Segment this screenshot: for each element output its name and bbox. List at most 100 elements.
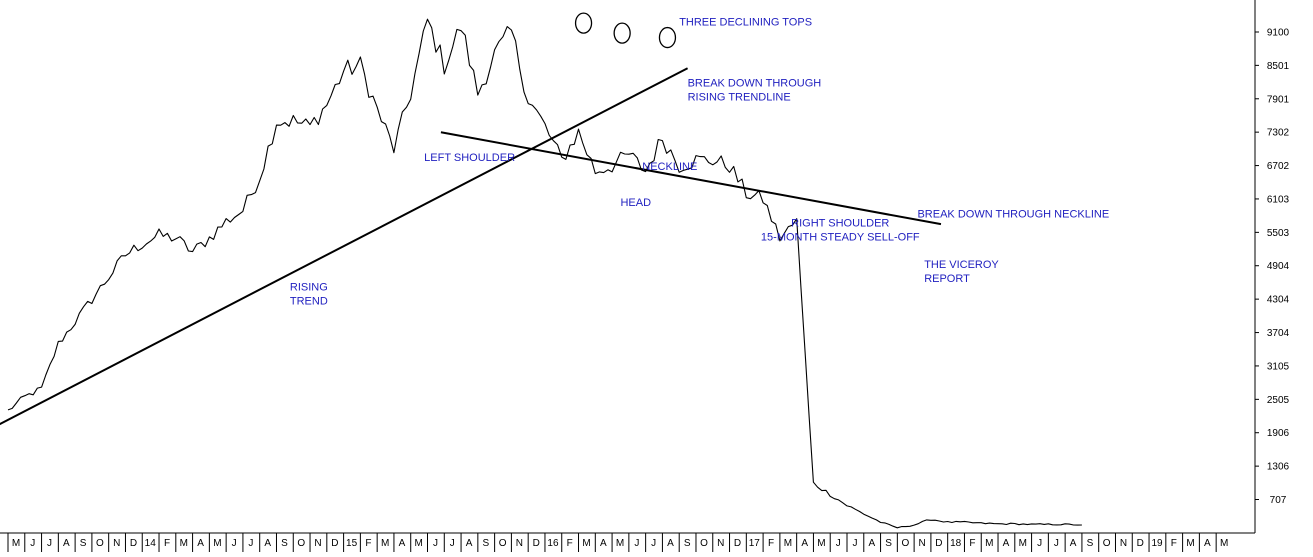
x-tick-label: D: [734, 538, 741, 549]
x-tick-label: N: [516, 538, 523, 549]
annotation-label: NECKLINE: [642, 161, 697, 173]
x-tick-label: N: [113, 538, 120, 549]
x-tick-label: A: [466, 538, 473, 549]
annotation-line: TREND: [290, 295, 328, 307]
x-tick-label: J: [634, 538, 639, 549]
x-tick-label: 16: [547, 538, 559, 549]
x-tick-label: J: [47, 538, 52, 549]
x-tick-label: S: [281, 538, 288, 549]
x-tick-label: F: [969, 538, 975, 549]
annotation-line: 15-MONTH STEADY SELL-OFF: [761, 231, 920, 243]
y-tick-label: 4904: [1267, 261, 1290, 272]
x-tick-label: A: [63, 538, 70, 549]
annotation-label: LEFT SHOULDER: [424, 152, 515, 164]
x-tick-label: D: [331, 538, 338, 549]
peak-circle: [658, 26, 677, 49]
x-tick-label: S: [885, 538, 892, 549]
x-tick-label: J: [651, 538, 656, 549]
x-tick-label: 15: [346, 538, 358, 549]
y-tick-label: 7901: [1267, 94, 1290, 105]
x-tick-label: F: [567, 538, 573, 549]
y-tick-label: 7302: [1267, 128, 1290, 139]
y-tick-label: 4304: [1267, 295, 1290, 306]
peak-circle: [574, 12, 593, 34]
x-tick-label: M: [1186, 538, 1194, 549]
annotation-line: HEAD: [620, 197, 651, 209]
annotation-line: BREAK DOWN THROUGH: [688, 78, 822, 90]
x-tick-label: M: [213, 538, 221, 549]
y-tick-label: 1306: [1267, 462, 1290, 473]
x-tick-label: O: [297, 538, 305, 549]
x-tick-label: O: [700, 538, 708, 549]
x-tick-label: F: [768, 538, 774, 549]
annotation-line: RISING: [290, 281, 328, 293]
annotation-line: RISING TRENDLINE: [688, 92, 791, 104]
x-tick-label: J: [30, 538, 35, 549]
annotation-label: THREE DECLINING TOPS: [679, 16, 812, 28]
x-tick-label: D: [935, 538, 942, 549]
y-tick-label: 1906: [1267, 428, 1290, 439]
x-tick-label: 17: [749, 538, 761, 549]
x-tick-label: D: [130, 538, 137, 549]
x-tick-label: A: [1070, 538, 1077, 549]
y-tick-label: 707: [1270, 495, 1287, 506]
x-tick-label: N: [314, 538, 321, 549]
x-tick-label: M: [817, 538, 825, 549]
x-tick-label: 18: [950, 538, 962, 549]
x-tick-label: A: [801, 538, 808, 549]
annotation-line: LEFT SHOULDER: [424, 152, 515, 164]
price-series-line: [7, 18, 1082, 529]
annotation-line: RIGHT SHOULDER: [791, 217, 889, 229]
x-tick-label: A: [868, 538, 875, 549]
x-tick-label: N: [717, 538, 724, 549]
neckline: [440, 131, 942, 226]
x-tick-label: O: [499, 538, 507, 549]
x-tick-label: F: [365, 538, 371, 549]
annotation-line: BREAK DOWN THROUGH NECKLINE: [917, 208, 1109, 220]
x-tick-label: O: [96, 538, 104, 549]
y-tick-label: 6103: [1267, 194, 1290, 205]
y-tick-label: 5503: [1267, 228, 1290, 239]
x-tick-label: F: [1171, 538, 1177, 549]
x-tick-label: N: [919, 538, 926, 549]
x-tick-label: J: [248, 538, 253, 549]
x-tick-label: A: [667, 538, 674, 549]
x-tick-label: J: [1054, 538, 1059, 549]
x-tick-label: M: [985, 538, 993, 549]
annotation-line: THREE DECLINING TOPS: [679, 16, 812, 28]
annotation-line: REPORT: [924, 273, 970, 285]
y-tick-label: 6702: [1267, 161, 1290, 172]
x-tick-label: M: [616, 538, 624, 549]
x-tick-label: A: [399, 538, 406, 549]
x-tick-label: M: [415, 538, 423, 549]
x-tick-label: S: [80, 538, 87, 549]
y-tick-label: 2505: [1267, 395, 1290, 406]
x-tick-label: M: [582, 538, 590, 549]
x-tick-label: A: [1003, 538, 1010, 549]
annotation-label: THE VICEROY REPORT: [924, 259, 999, 285]
y-tick-label: 9100: [1267, 28, 1290, 39]
x-tick-label: A: [600, 538, 607, 549]
x-tick-label: A: [1204, 538, 1211, 549]
x-tick-label: J: [1037, 538, 1042, 549]
y-tick-label: 3105: [1267, 361, 1290, 372]
x-tick-label: S: [1087, 538, 1094, 549]
x-tick-label: M: [381, 538, 389, 549]
x-tick-label: A: [264, 538, 271, 549]
x-tick-label: D: [533, 538, 540, 549]
annotation-label: RIGHT SHOULDER 15-MONTH STEADY SELL-OFF: [761, 217, 920, 243]
x-tick-label: 14: [145, 538, 157, 549]
x-tick-label: M: [180, 538, 188, 549]
x-tick-label: O: [901, 538, 909, 549]
rising-trendline: [0, 67, 689, 426]
x-tick-label: D: [1137, 538, 1144, 549]
x-tick-label: M: [1019, 538, 1027, 549]
x-tick-label: A: [197, 538, 204, 549]
peak-circle: [613, 22, 631, 44]
x-tick-label: J: [450, 538, 455, 549]
x-tick-label: M: [12, 538, 20, 549]
x-tick-label: M: [784, 538, 792, 549]
annotation-line: THE VICEROY: [924, 259, 999, 271]
